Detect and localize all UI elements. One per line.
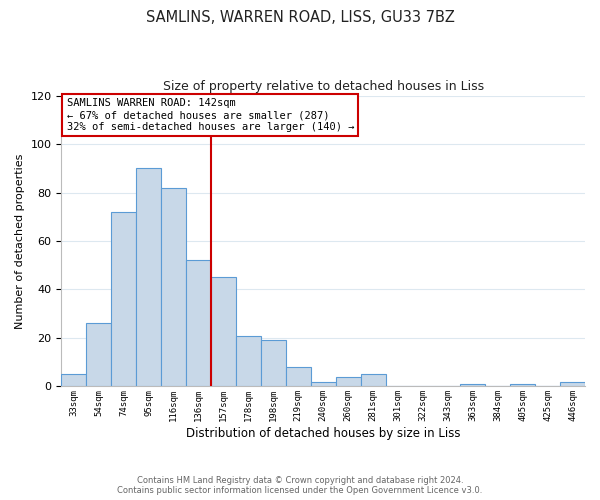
- Text: SAMLINS, WARREN ROAD, LISS, GU33 7BZ: SAMLINS, WARREN ROAD, LISS, GU33 7BZ: [146, 10, 454, 25]
- Bar: [261, 340, 286, 386]
- X-axis label: Distribution of detached houses by size in Liss: Distribution of detached houses by size …: [186, 427, 460, 440]
- Bar: [335, 376, 361, 386]
- Bar: [286, 367, 311, 386]
- Text: SAMLINS WARREN ROAD: 142sqm
← 67% of detached houses are smaller (287)
32% of se: SAMLINS WARREN ROAD: 142sqm ← 67% of det…: [67, 98, 354, 132]
- Bar: [510, 384, 535, 386]
- Bar: [186, 260, 211, 386]
- Text: Contains HM Land Registry data © Crown copyright and database right 2024.
Contai: Contains HM Land Registry data © Crown c…: [118, 476, 482, 495]
- Bar: [86, 324, 111, 386]
- Title: Size of property relative to detached houses in Liss: Size of property relative to detached ho…: [163, 80, 484, 93]
- Bar: [460, 384, 485, 386]
- Bar: [361, 374, 386, 386]
- Bar: [211, 278, 236, 386]
- Bar: [111, 212, 136, 386]
- Y-axis label: Number of detached properties: Number of detached properties: [15, 154, 25, 328]
- Bar: [136, 168, 161, 386]
- Bar: [61, 374, 86, 386]
- Bar: [236, 336, 261, 386]
- Bar: [311, 382, 335, 386]
- Bar: [161, 188, 186, 386]
- Bar: [560, 382, 585, 386]
